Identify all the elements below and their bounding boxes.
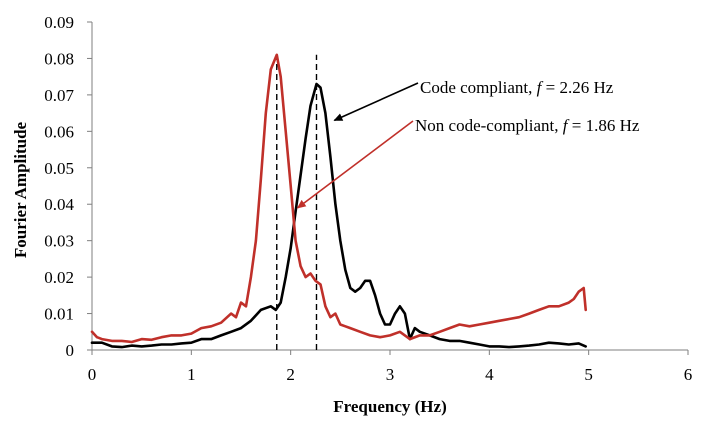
y-tick-label: 0.07 — [44, 86, 74, 105]
y-tick-label: 0.04 — [44, 195, 74, 214]
x-tick-label: 4 — [485, 365, 494, 384]
series-line-1 — [90, 53, 588, 344]
x-tick-label: 1 — [187, 365, 196, 384]
x-tick-label: 3 — [386, 365, 395, 384]
annotation-label: Code compliant, f = 2.26 Hz — [420, 78, 614, 97]
annotation-arrow — [296, 120, 414, 209]
x-tick-label: 2 — [286, 365, 295, 384]
annotation-arrow — [333, 82, 419, 122]
annotations: Code compliant, f = 2.26 Hz Non code-comp… — [296, 78, 640, 209]
y-tick-label: 0.03 — [44, 232, 74, 251]
y-tick-label: 0.02 — [44, 268, 74, 287]
y-tick-label: 0.06 — [44, 122, 74, 141]
annotation-label: Non code-compliant, f = 1.86 Hz — [415, 116, 640, 135]
reference-lines — [276, 54, 318, 350]
x-tick-label: 0 — [88, 365, 97, 384]
x-tick-label: 5 — [584, 365, 593, 384]
plot-axes: 0 1 2 3 4 5 6 0 0.01 0.02 0.03 0.04 0.05 0.06 0.07 0.08… — [44, 13, 692, 384]
y-tick-label: 0.09 — [44, 13, 74, 32]
series-layer — [90, 53, 588, 349]
x-tick-label: 6 — [684, 365, 693, 384]
y-axis-title: Fourier Amplitude — [11, 121, 30, 258]
y-tick-label: 0.01 — [44, 305, 74, 324]
y-tick-label: 0.05 — [44, 159, 74, 178]
x-axis-title: Frequency (Hz) — [333, 397, 446, 416]
y-tick-label: 0.08 — [44, 49, 74, 68]
y-tick-label: 0 — [66, 341, 75, 360]
series-line-0 — [90, 82, 588, 349]
